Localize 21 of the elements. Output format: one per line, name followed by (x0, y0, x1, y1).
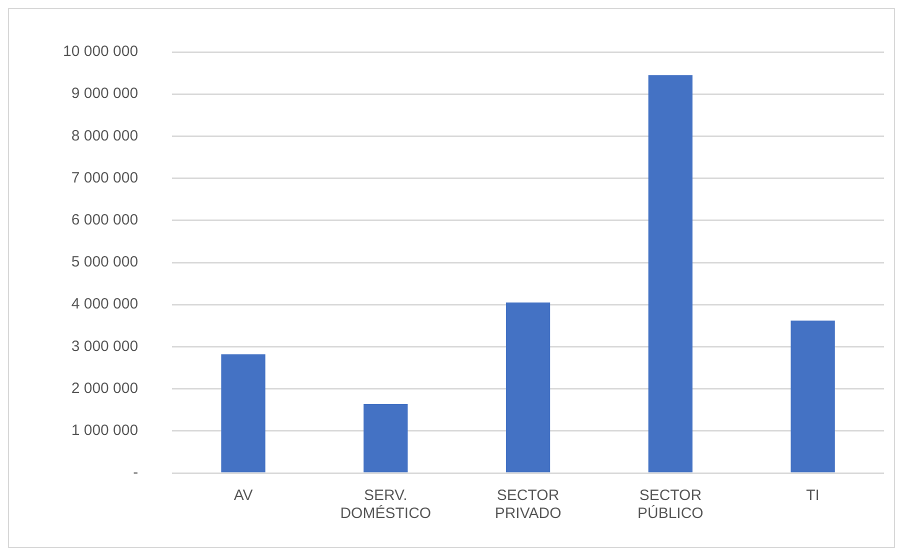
y-tick-label: 2 000 000 (71, 380, 138, 397)
x-tick-label: SERV. DOMÉSTICO (340, 487, 432, 522)
y-tick-label: 6 000 000 (71, 212, 138, 229)
y-tick-label: 9 000 000 (71, 85, 138, 102)
bar (648, 75, 692, 472)
bar (506, 302, 550, 472)
y-tick-label: 10 000 000 (62, 43, 138, 60)
x-tick-label: AV (234, 487, 253, 504)
y-tick-label: 4 000 000 (71, 296, 138, 313)
y-tick-label: 8 000 000 (71, 127, 138, 144)
y-tick-label: 1 000 000 (71, 422, 138, 440)
y-tick-label: - (133, 464, 138, 482)
bar (364, 404, 408, 472)
y-tick-label: 3 000 000 (71, 338, 138, 355)
x-tick-label: SECTOR PÚBLICO (637, 487, 704, 522)
y-tick-label: 7 000 000 (71, 169, 138, 186)
y-tick-label: 5 000 000 (71, 254, 138, 271)
bar (221, 354, 266, 472)
bar (790, 320, 835, 472)
x-tick-label: SECTOR PRIVADO (494, 487, 562, 522)
x-tick-label: TI (806, 487, 820, 504)
